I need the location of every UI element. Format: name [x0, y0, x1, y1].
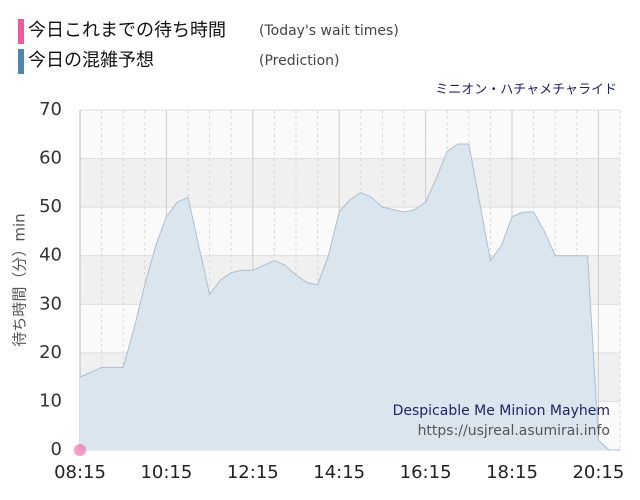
chart-title: ミニオン・ハチャメチャライド — [435, 83, 617, 98]
x-tick-label: 08:15 — [54, 462, 106, 483]
y-tick-label: 10 — [39, 390, 62, 411]
y-tick-label: 40 — [39, 245, 62, 266]
grid-band — [80, 110, 620, 159]
legend-note: (Prediction) — [259, 53, 339, 69]
y-tick-label: 60 — [39, 148, 62, 169]
y-tick-label: 0 — [51, 439, 62, 460]
area — [80, 144, 620, 450]
x-tick-label: 20:15 — [572, 462, 624, 483]
legend-label: 今日これまでの待ち時間 — [28, 20, 226, 41]
x-tick-label: 18:15 — [486, 462, 538, 483]
x-tick-label: 12:15 — [227, 462, 279, 483]
y-tick-label: 30 — [39, 293, 62, 314]
legend-label: 今日の混雑予想 — [28, 50, 154, 71]
point — [74, 444, 86, 456]
line — [79, 143, 620, 451]
annotation: https://usjreal.asumirai.info — [418, 423, 610, 439]
legend-note: (Today's wait times) — [259, 23, 399, 39]
y-axis-label: 待ち時間（分）min — [11, 213, 29, 346]
grid-band — [80, 158, 620, 208]
x-tick-label: 14:15 — [313, 462, 365, 483]
y-tick-label: 50 — [39, 196, 62, 217]
y-tick-label: 20 — [39, 342, 62, 363]
annotation: Despicable Me Minion Mayhem — [393, 403, 610, 419]
x-tick-label: 16:15 — [400, 462, 452, 483]
x-tick-label: 10:15 — [140, 462, 192, 483]
legend-swatch — [18, 19, 24, 44]
legend-swatch — [18, 49, 24, 74]
y-tick-label: 70 — [39, 99, 62, 120]
